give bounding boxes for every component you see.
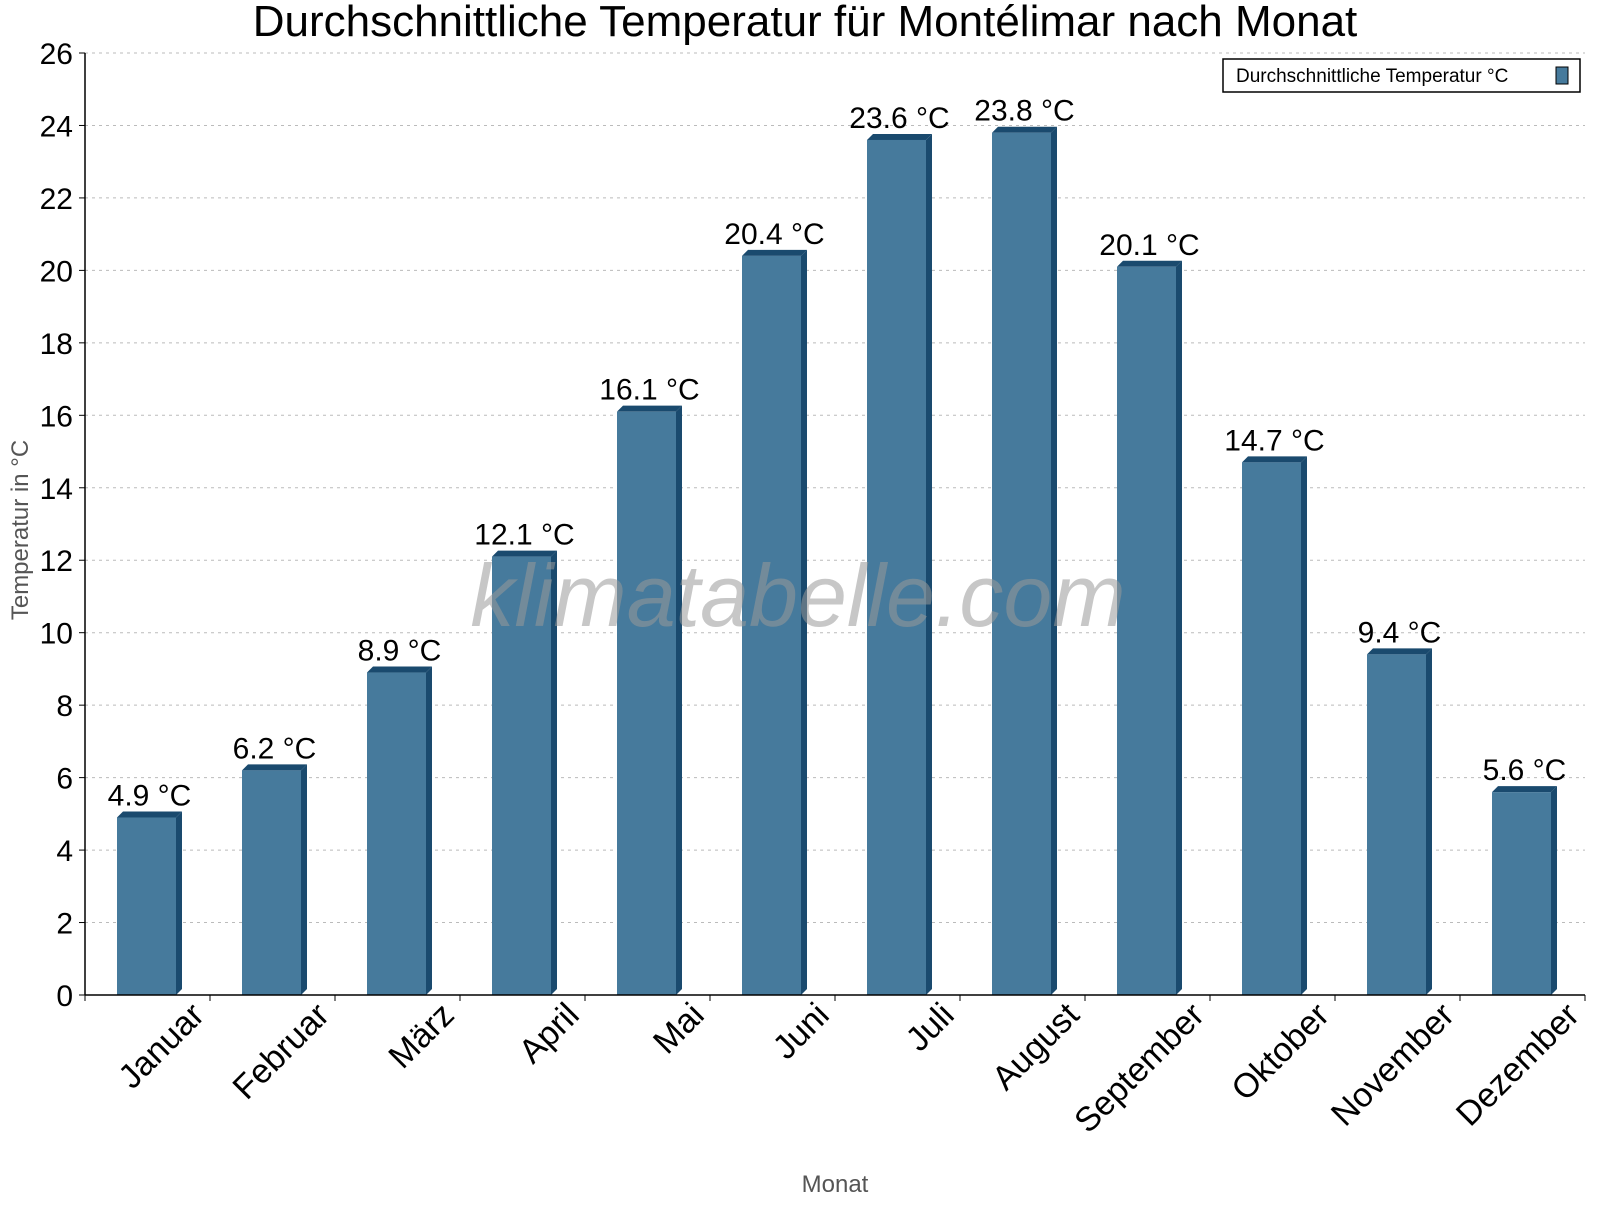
bar-top xyxy=(992,126,1057,133)
bar-side xyxy=(1551,786,1557,995)
x-tick-label: November xyxy=(1324,996,1462,1134)
y-tick-label: 4 xyxy=(56,835,73,868)
bar xyxy=(1367,654,1426,995)
bar-side xyxy=(176,811,182,995)
bar-side xyxy=(1051,126,1057,995)
bar-top xyxy=(742,249,807,256)
x-tick-label: Januar xyxy=(111,996,211,1096)
y-tick-label: 14 xyxy=(40,473,73,506)
x-tick-label: Juni xyxy=(766,996,837,1067)
bar xyxy=(1242,462,1301,995)
x-axis-label: Monat xyxy=(802,1171,869,1198)
bar-side xyxy=(926,133,932,995)
y-tick-label: 2 xyxy=(56,908,73,941)
bar xyxy=(1117,266,1176,995)
bar xyxy=(867,139,926,995)
y-tick-label: 26 xyxy=(40,38,73,71)
bar xyxy=(492,556,551,995)
x-tick-label: April xyxy=(512,996,587,1071)
bar-top xyxy=(1117,260,1182,267)
bar-side xyxy=(1176,260,1182,995)
bar-top xyxy=(1492,786,1557,793)
bar xyxy=(992,132,1051,995)
y-axis-label: Temperatur in °C xyxy=(7,440,34,620)
bar-side xyxy=(551,550,557,995)
legend: Durchschnittliche Temperatur °C xyxy=(1222,58,1581,93)
bar xyxy=(117,817,176,995)
bar-top xyxy=(242,764,307,771)
bar-top xyxy=(1367,648,1432,655)
y-tick-label: 18 xyxy=(40,328,73,361)
data-label: 23.6 °C xyxy=(849,102,949,135)
bar-side xyxy=(801,249,807,995)
y-tick-label: 8 xyxy=(56,690,73,723)
data-label: 20.4 °C xyxy=(724,218,824,251)
bar xyxy=(367,672,426,995)
data-label: 9.4 °C xyxy=(1358,616,1442,649)
bar-top xyxy=(867,133,932,140)
x-tick-label: Dezember xyxy=(1449,996,1587,1134)
data-label: 20.1 °C xyxy=(1099,229,1199,262)
y-tick-label: 22 xyxy=(40,183,73,216)
x-tick-label: Mai xyxy=(646,996,712,1062)
bar xyxy=(1492,792,1551,995)
data-label: 8.9 °C xyxy=(358,635,442,668)
bar-top xyxy=(117,811,182,818)
y-tick-label: 0 xyxy=(56,980,73,1013)
bar xyxy=(742,255,801,995)
bar xyxy=(617,411,676,996)
data-label: 16.1 °C xyxy=(599,374,699,407)
x-tick-label: Februar xyxy=(226,996,337,1107)
data-label: 4.9 °C xyxy=(108,779,192,812)
data-label: 23.8 °C xyxy=(974,95,1074,128)
x-tick-label: August xyxy=(985,995,1087,1097)
bar-side xyxy=(426,666,432,995)
y-tick-label: 10 xyxy=(40,618,73,651)
legend-label: Durchschnittliche Temperatur °C xyxy=(1236,66,1508,87)
y-tick-label: 24 xyxy=(40,110,73,143)
chart-title: Durchschnittliche Temperatur für Montéli… xyxy=(253,0,1358,46)
bar-top xyxy=(367,666,432,673)
bar-side xyxy=(676,405,682,996)
x-tick-label: September xyxy=(1067,996,1211,1140)
data-label: 6.2 °C xyxy=(233,732,317,765)
x-tick-label: März xyxy=(381,996,461,1076)
bar xyxy=(242,770,301,995)
bar-top xyxy=(492,550,557,557)
data-label: 5.6 °C xyxy=(1483,754,1567,787)
watermark: klimatabelle.com xyxy=(470,546,1125,645)
data-label: 12.1 °C xyxy=(474,519,574,552)
x-tick-label: Oktober xyxy=(1224,996,1336,1108)
grid-lines xyxy=(85,52,1585,924)
x-tick-label: Juli xyxy=(899,996,962,1059)
bar-top xyxy=(1242,456,1307,463)
y-tick-label: 16 xyxy=(40,400,73,433)
bar-side xyxy=(1301,456,1307,995)
bar-side xyxy=(301,764,307,995)
legend-swatch xyxy=(1555,66,1569,85)
bar-side xyxy=(1426,648,1432,995)
y-tick-label: 6 xyxy=(56,763,73,796)
data-label: 14.7 °C xyxy=(1224,424,1324,457)
y-tick-label: 20 xyxy=(40,255,73,288)
y-tick-label: 12 xyxy=(40,545,73,578)
bars: 4.9 °C 6.2 °C 8.9 °C 12.1 °C 16.1 °C 20.4 °C 2… xyxy=(108,95,1567,996)
bar-top xyxy=(617,405,682,412)
